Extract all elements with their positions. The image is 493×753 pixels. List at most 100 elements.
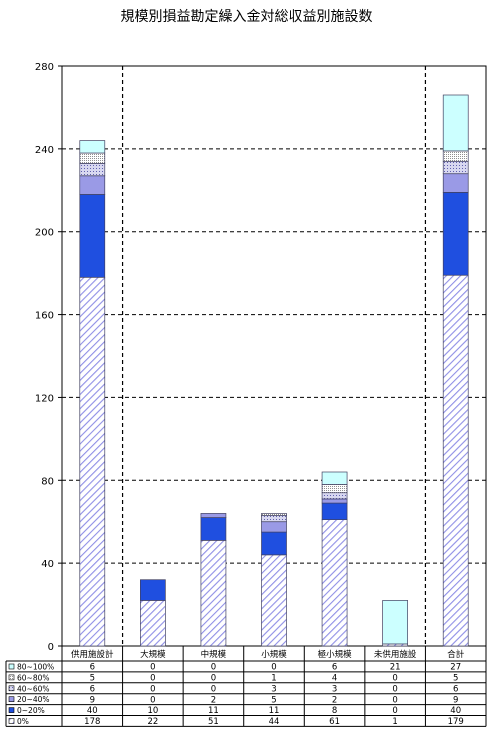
table-cell: 0	[211, 674, 216, 684]
bar-segment	[200, 540, 227, 647]
table-cell: 11	[269, 706, 280, 716]
bar-segment	[321, 502, 348, 520]
bar-segment	[140, 579, 166, 601]
legend-swatch	[8, 663, 15, 670]
bar-segment	[79, 152, 106, 164]
table-cell: 5	[453, 674, 458, 684]
table-cell: 5	[271, 695, 276, 705]
y-tick-label: 0	[48, 642, 54, 653]
table-cell: 0	[150, 674, 155, 684]
table-cell: 6	[90, 663, 95, 673]
table-cell: 0	[392, 684, 397, 694]
table-cell: 0	[392, 706, 397, 716]
table-cell: 2	[332, 695, 337, 705]
series-label: 20~40%	[17, 695, 50, 704]
legend-swatch	[8, 685, 15, 692]
table-cell: 51	[208, 717, 219, 727]
table-cell: 6	[90, 684, 95, 694]
table-cell: 0	[392, 695, 397, 705]
bar-segment	[200, 517, 227, 541]
category-label: 小規模	[261, 649, 287, 660]
bar-segment	[79, 175, 106, 195]
bar-segment	[442, 94, 469, 152]
bar-segment	[79, 163, 106, 177]
bar-segment	[79, 140, 106, 154]
table-cell: 0	[211, 663, 216, 673]
table-cell: 40	[87, 706, 98, 716]
bar-segment	[261, 521, 287, 533]
bar-segment	[321, 498, 348, 504]
table-cell: 1	[271, 674, 276, 684]
category-label: 未供用施設	[374, 649, 417, 660]
bar-segment	[321, 484, 348, 494]
legend-swatch	[8, 718, 15, 724]
legend-swatch	[8, 707, 15, 713]
series-label: 0~20%	[17, 706, 45, 715]
table-cell: 1	[392, 717, 397, 727]
y-tick-label: 120	[35, 393, 54, 404]
table-cell: 61	[329, 717, 340, 727]
table-cell: 9	[453, 695, 458, 705]
y-tick-label: 280	[35, 62, 54, 73]
y-tick-label: 40	[41, 559, 54, 570]
table-cell: 178	[84, 717, 100, 727]
table-cell: 0	[150, 663, 155, 673]
table-cell: 44	[269, 717, 280, 727]
table-cell: 27	[450, 663, 461, 673]
series-label: 60~80%	[17, 673, 50, 682]
bar-segment	[79, 276, 106, 647]
table-cell: 22	[147, 717, 158, 727]
category-label: 中規模	[201, 649, 227, 660]
bar-segment	[442, 192, 469, 276]
table-cell: 6	[332, 663, 337, 673]
bar-segment	[321, 519, 348, 647]
category-label: 合計	[447, 649, 465, 660]
table-cell: 3	[271, 684, 276, 694]
table-cell: 9	[90, 695, 95, 705]
table-cell: 8	[332, 706, 337, 716]
table-cell: 179	[448, 717, 464, 727]
bar-segment	[79, 194, 106, 278]
legend-swatch	[8, 674, 15, 681]
y-tick-label: 160	[35, 311, 54, 322]
table-cell: 0	[392, 674, 397, 684]
category-label: 大規模	[140, 649, 166, 660]
y-tick-label: 240	[35, 145, 54, 156]
series-label: 80~100%	[17, 663, 54, 672]
bar-segment	[442, 150, 469, 162]
series-label: 0%	[17, 717, 29, 726]
legend-swatch	[8, 696, 15, 703]
category-label: 供用施設計	[71, 649, 114, 660]
bar-segment	[140, 600, 166, 647]
table-cell: 11	[208, 706, 219, 716]
bar-segment	[261, 554, 287, 647]
bar-segment	[261, 515, 287, 523]
chart-title: 規模別損益勘定繰入金対総収益別施設数	[120, 9, 373, 25]
table-cell: 5	[90, 674, 95, 684]
bar-segment	[261, 531, 287, 556]
table-cell: 0	[150, 684, 155, 694]
y-tick-label: 80	[41, 476, 54, 487]
table-cell: 21	[390, 663, 401, 673]
table-cell: 0	[211, 684, 216, 694]
table-cell: 0	[271, 663, 276, 673]
table-cell: 0	[150, 695, 155, 705]
bar-segment	[321, 492, 348, 500]
y-tick-label: 200	[35, 228, 54, 239]
table-cell: 2	[211, 695, 216, 705]
series-label: 40~60%	[17, 684, 50, 693]
bar-segment	[442, 160, 469, 175]
table-cell: 4	[332, 674, 337, 684]
table-cell: 3	[332, 684, 337, 694]
bar-segment	[261, 513, 287, 516]
table-cell: 40	[450, 706, 461, 716]
bar-segment	[200, 513, 227, 518]
bar-segment	[321, 471, 348, 485]
bar-segment	[442, 173, 469, 193]
table-cell: 10	[147, 706, 158, 716]
bar-segment	[442, 274, 469, 647]
category-label: 極小規模	[318, 649, 353, 660]
table-cell: 6	[453, 684, 458, 694]
bar-segment	[382, 600, 408, 645]
